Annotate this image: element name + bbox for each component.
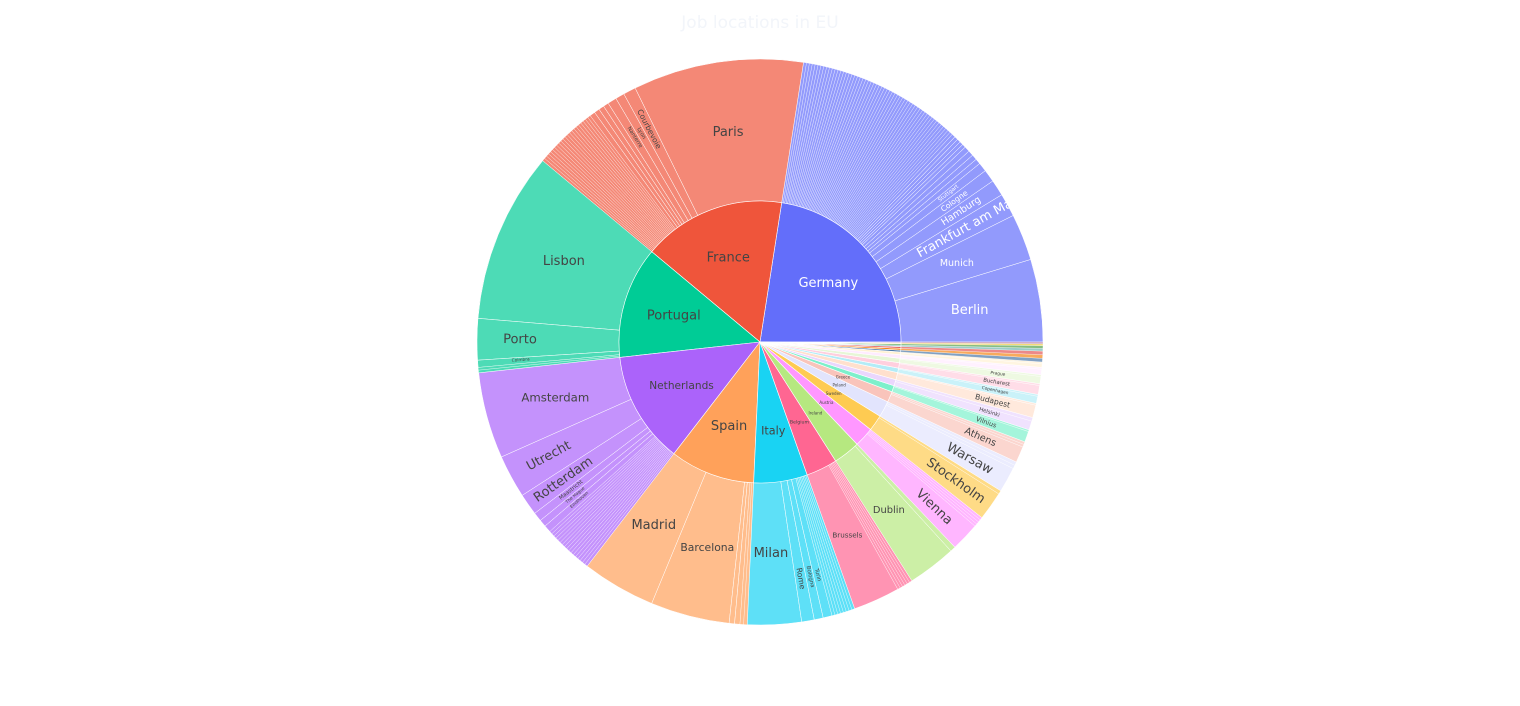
city-label-paris: Paris xyxy=(713,125,744,140)
country-label-portugal: Portugal xyxy=(647,309,701,324)
city-label-turin: Turin xyxy=(813,567,822,582)
country-label-ireland: Ireland xyxy=(808,410,822,415)
city-label-amsterdam: Amsterdam xyxy=(521,390,589,404)
city-label-copenhagen: Copenhagen xyxy=(981,385,1009,396)
city-label-bucharest: Bucharest xyxy=(983,377,1011,388)
city-label-berlin: Berlin xyxy=(951,303,989,318)
city-label-porto: Porto xyxy=(503,332,537,347)
country-label-spain: Spain xyxy=(711,419,747,434)
city-label-dublin: Dublin xyxy=(873,505,905,516)
city-label-coimbra: Coimbra xyxy=(511,356,530,363)
country-label-netherlands: Netherlands xyxy=(649,380,714,392)
country-wedge-france[interactable] xyxy=(651,200,783,343)
city-label-brussels: Brussels xyxy=(832,531,862,540)
city-label-madrid: Madrid xyxy=(631,518,676,533)
country-label-sweden: Sweden xyxy=(826,391,842,396)
country-label-germany: Germany xyxy=(798,276,858,291)
city-label-prague: Prague xyxy=(990,370,1006,378)
city-label-rome: Rome xyxy=(794,567,807,590)
chart-title: Job locations in EU xyxy=(681,13,839,33)
city-label-barcelona: Barcelona xyxy=(680,541,734,554)
city-label-lisbon: Lisbon xyxy=(543,254,585,269)
country-label-italy: Italy xyxy=(761,425,786,438)
country-label-france: France xyxy=(707,250,750,265)
city-label-helsinki: Helsinki xyxy=(978,407,1000,419)
country-label-poland: Poland xyxy=(832,382,846,387)
country-wedge-germany[interactable] xyxy=(759,202,902,343)
country-wedge-portugal[interactable] xyxy=(618,251,761,358)
country-label-belgium: Belgium xyxy=(790,419,810,425)
city-label-bologna: Bologna xyxy=(805,565,815,588)
city-label-lyon: Lyon xyxy=(635,127,646,141)
country-wedge-spain[interactable] xyxy=(673,341,761,484)
city-label-milan: Milan xyxy=(754,546,789,561)
country-wedge-netherlands[interactable] xyxy=(619,341,761,455)
country-label-greece: Greece xyxy=(836,374,851,379)
country-label-austria: Austria xyxy=(819,400,834,405)
city-ring xyxy=(476,58,1044,626)
country-ring xyxy=(618,200,902,484)
country-wedge-malta[interactable] xyxy=(759,341,902,344)
city-label-munich: Munich xyxy=(940,258,974,269)
